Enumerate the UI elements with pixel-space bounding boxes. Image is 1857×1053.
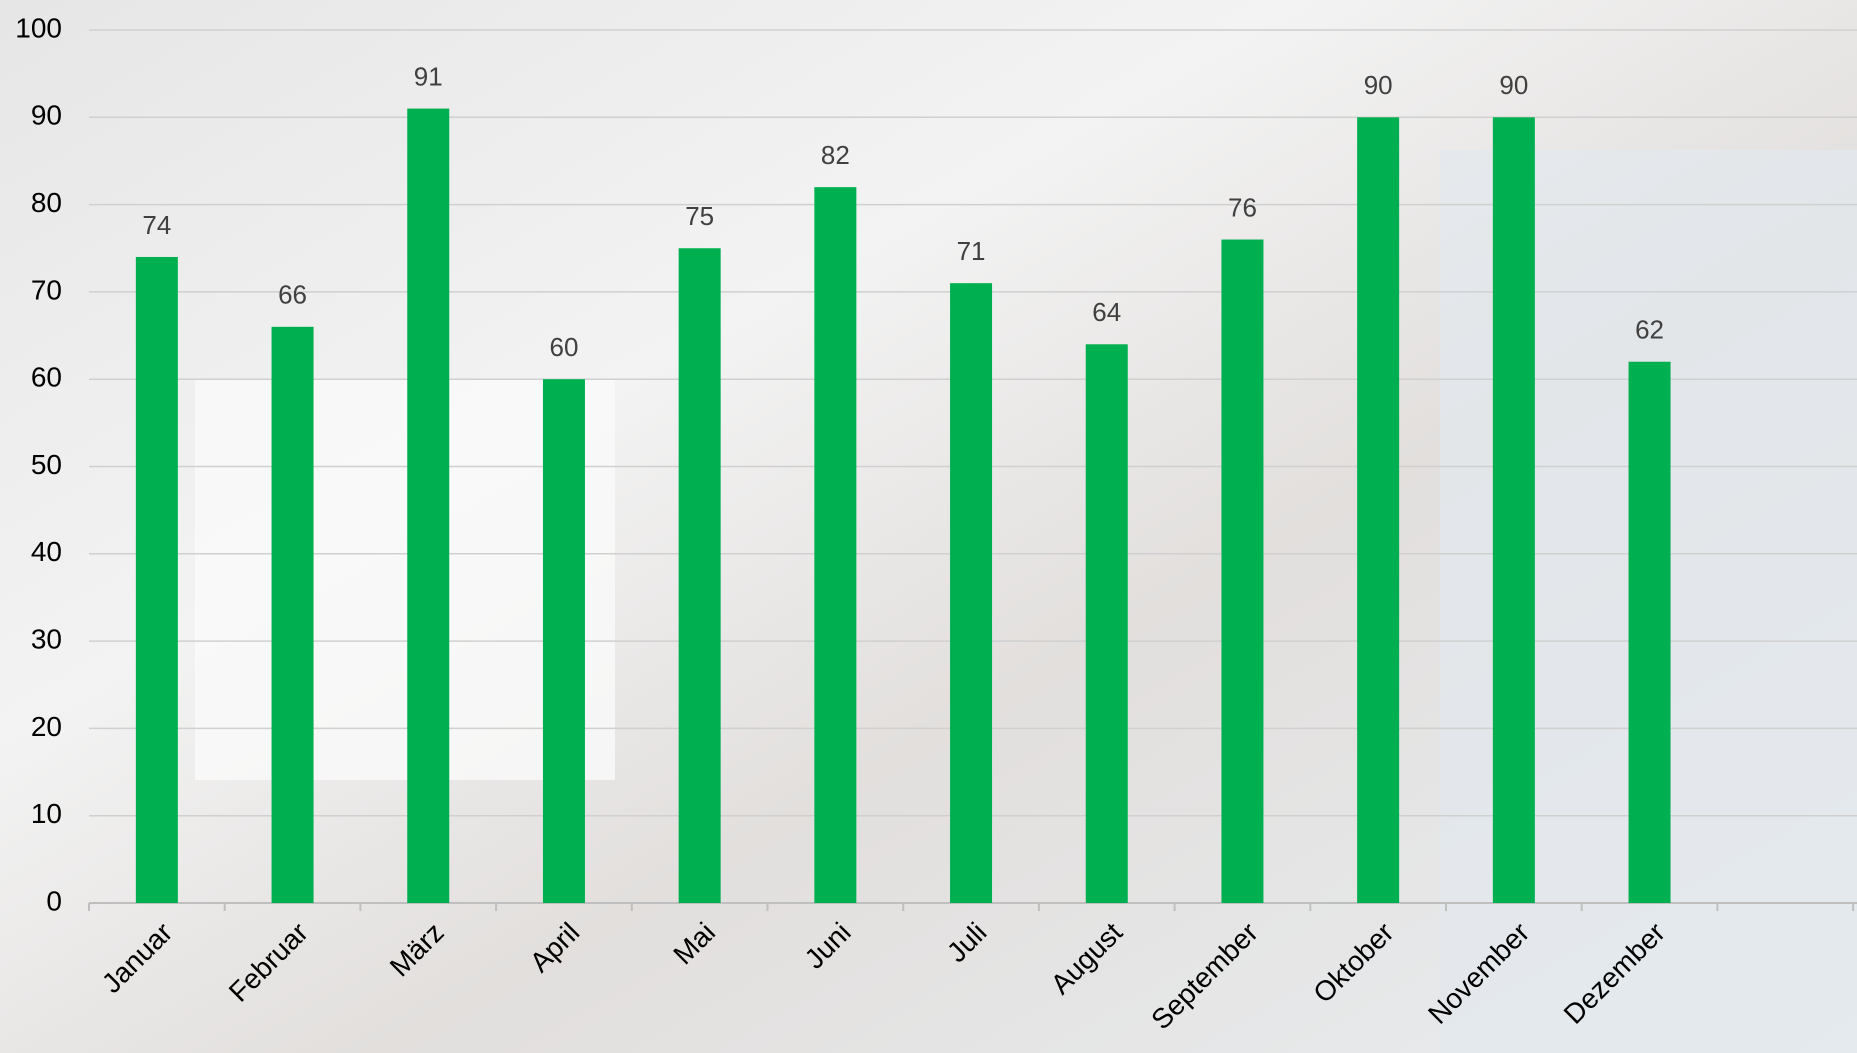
- bar: [950, 283, 993, 903]
- bar: [1628, 361, 1671, 903]
- value-label: 74: [142, 210, 171, 240]
- value-label: 62: [1635, 315, 1664, 345]
- y-tick-label: 10: [31, 798, 62, 829]
- value-label: 66: [278, 280, 307, 310]
- bar: [814, 187, 857, 903]
- y-tick-label: 70: [31, 274, 62, 305]
- bar: [542, 379, 585, 903]
- y-tick-label: 80: [31, 187, 62, 218]
- y-tick-label: 0: [46, 885, 62, 916]
- value-label: 82: [821, 140, 850, 170]
- value-label: 90: [1364, 70, 1393, 100]
- y-tick-label: 90: [31, 100, 62, 131]
- bar: [135, 256, 178, 904]
- y-tick-label: 60: [31, 362, 62, 393]
- value-label: 60: [549, 332, 578, 362]
- value-label: 90: [1499, 70, 1528, 100]
- bar: [1221, 239, 1264, 903]
- y-tick-label: 50: [31, 449, 62, 480]
- bar: [1085, 344, 1128, 903]
- value-label: 76: [1228, 192, 1257, 222]
- bar: [271, 326, 314, 903]
- bar: [407, 108, 450, 903]
- value-label: 75: [685, 201, 714, 231]
- bar: [1492, 117, 1535, 904]
- bar: [1357, 117, 1400, 904]
- y-tick-label: 40: [31, 536, 62, 567]
- value-label: 91: [414, 61, 443, 91]
- y-tick-label: 20: [31, 711, 62, 742]
- y-tick-label: 100: [15, 12, 62, 43]
- value-label: 71: [957, 236, 986, 266]
- y-tick-label: 30: [31, 623, 62, 654]
- bar: [678, 248, 721, 903]
- value-label: 64: [1092, 297, 1121, 327]
